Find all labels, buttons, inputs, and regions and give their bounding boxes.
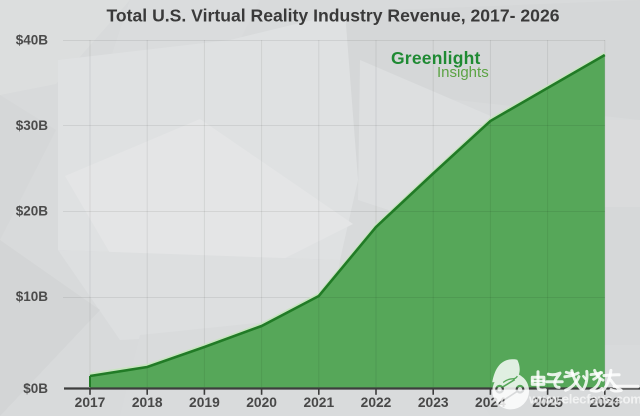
svg-text:$10B: $10B [16,289,49,304]
svg-text:2017: 2017 [75,395,106,410]
svg-text:2018: 2018 [132,395,163,410]
svg-text:$40B: $40B [16,33,49,48]
svg-text:$0B: $0B [23,381,48,396]
svg-text:$30B: $30B [16,118,49,133]
svg-text:$20B: $20B [16,204,49,219]
svg-text:Greenlight: Greenlight [391,48,481,68]
svg-text:Insights: Insights [437,64,489,81]
svg-text:2019: 2019 [189,395,220,410]
svg-text:2023: 2023 [418,395,449,410]
svg-text:Total U.S. Virtual Reality Ind: Total U.S. Virtual Reality Industry Reve… [106,6,559,26]
svg-text:2021: 2021 [303,395,334,410]
svg-text:2025: 2025 [532,395,563,410]
svg-text:2020: 2020 [246,395,277,410]
svg-text:2022: 2022 [361,395,392,410]
svg-text:2026: 2026 [589,395,620,410]
svg-text:www.elecfans.com: www.elecfans.com [528,392,640,407]
